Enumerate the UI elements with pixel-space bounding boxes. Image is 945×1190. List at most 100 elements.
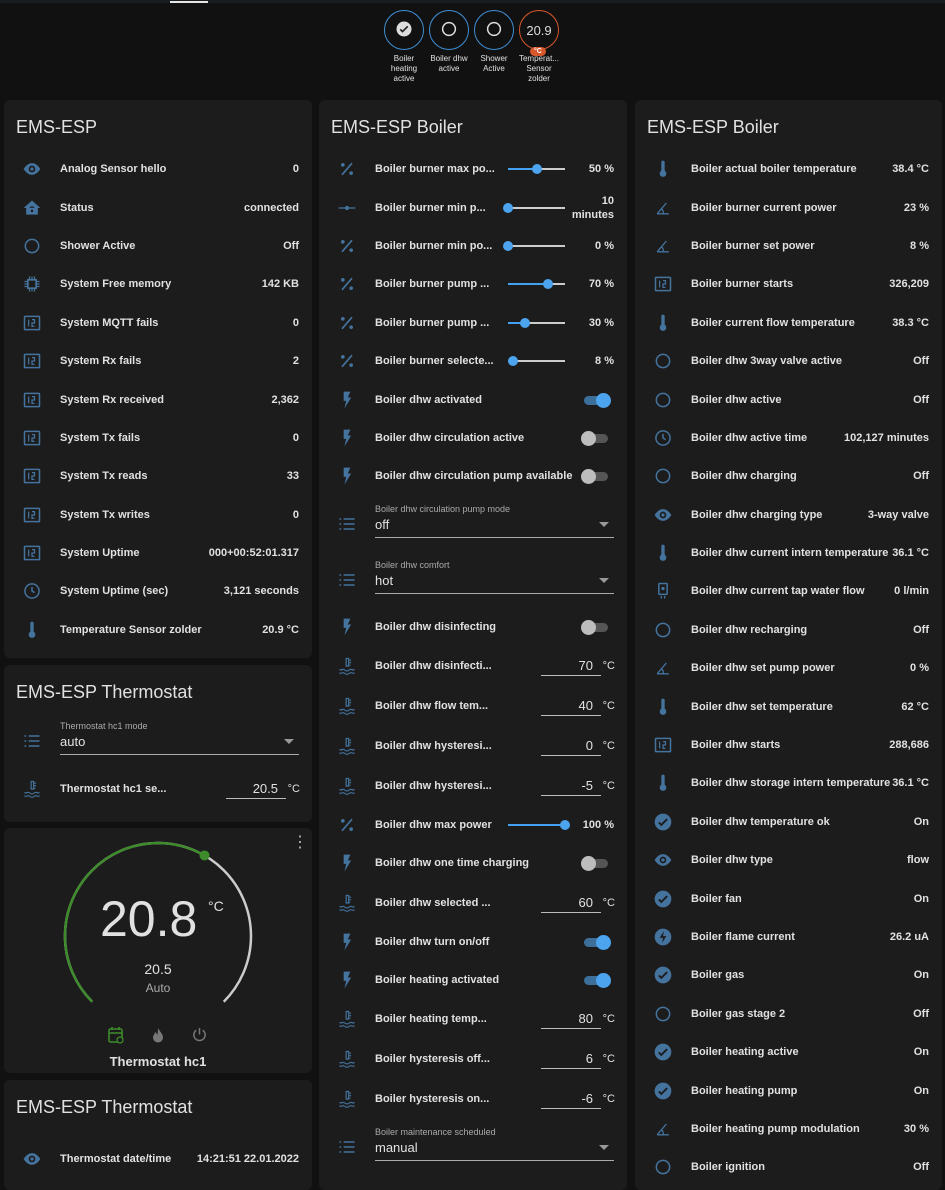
sensor-row[interactable]: Boiler dhw set temperature 62 °C [635,687,942,725]
slider-fill [508,824,565,827]
sensor-row[interactable]: Analog Sensor hello 0 [4,150,312,188]
toggle-switch[interactable] [581,469,610,485]
slider[interactable] [503,240,565,251]
slider-thumb[interactable] [503,202,513,213]
sensor-row[interactable]: System Tx writes 0 [4,496,312,534]
sensor-row[interactable]: Status connected [4,188,312,226]
toggle-switch[interactable] [582,934,611,950]
number-input[interactable]: 0 [541,736,601,756]
sensor-row[interactable]: System Tx reads 33 [4,457,312,495]
active-tab-indicator[interactable] [170,1,208,3]
sensor-row[interactable]: Boiler heating pump On [635,1071,942,1109]
sensor-row[interactable]: System Uptime 000+00:52:01.317 [4,534,312,572]
sensor-row[interactable]: Boiler dhw set pump power 0 % [635,649,942,687]
slider-thumb[interactable] [507,356,518,367]
sensor-row[interactable]: Boiler dhw storage intern temperature 36.… [635,764,942,802]
sensor-row[interactable]: Boiler gas On [635,956,942,994]
slider[interactable] [508,164,565,175]
mode-heat-button[interactable] [151,1027,165,1048]
badge-temperature-sensor-zolder[interactable]: 20.9 °C Temperat... Sensor zolder [519,10,559,84]
sensor-row[interactable]: System Rx fails 2 [4,342,312,380]
mode-off-button[interactable] [192,1027,207,1047]
slider-thumb[interactable] [520,317,531,328]
toggle-switch[interactable] [581,430,610,446]
badge-boiler-dhw-active[interactable]: Boiler dhw active [429,10,469,84]
dropdown-arrow-icon[interactable] [599,1145,609,1151]
sensor-row[interactable]: Boiler dhw 3way valve active Off [635,342,942,380]
toggle-switch[interactable] [581,856,610,872]
sensor-row[interactable]: Boiler burner set power 8 % [635,227,942,265]
slider[interactable] [507,356,565,367]
slider-thumb[interactable] [542,279,553,290]
sensor-row[interactable]: Boiler dhw recharging Off [635,611,942,649]
toggle-switch[interactable] [581,619,610,635]
sensor-row[interactable]: Boiler dhw charging type 3-way valve [635,496,942,534]
number-input[interactable]: -6 [541,1089,601,1110]
unit-label: °C [602,739,615,752]
slider[interactable] [508,820,570,831]
slider[interactable] [503,202,565,213]
toggle-switch[interactable] [582,973,611,989]
sensor-row[interactable]: Thermostat date/time 14:21:51 22.01.2022 [4,1140,312,1178]
sensor-row[interactable]: Boiler dhw active Off [635,380,942,418]
select-dropdown[interactable]: Thermostat hc1 mode auto [60,721,299,755]
number-input[interactable]: 60 [541,893,601,913]
sensor-row[interactable]: Boiler dhw charging Off [635,457,942,495]
sensor-row[interactable]: Boiler flame current 26.2 uA [635,918,942,956]
slider-thumb[interactable] [503,240,513,251]
row-label: Boiler dhw storage intern temperature [691,777,891,790]
sensor-row[interactable]: Boiler burner current power 23 % [635,188,942,226]
sensor-row[interactable]: Temperature Sensor zolder 20.9 °C [4,611,312,649]
slider-thumb[interactable] [560,820,570,831]
sensor-row[interactable]: Shower Active Off [4,227,312,265]
sensor-row[interactable]: Boiler current flow temperature 38.3 °C [635,304,942,342]
switch-row: Boiler heating activated [319,961,627,999]
badge-label: Shower Active [480,54,508,73]
sensor-row[interactable]: System MQTT fails 0 [4,304,312,342]
sensor-row[interactable]: Boiler burner starts 326,209 [635,265,942,303]
sensor-row[interactable]: System Free memory 142 KB [4,265,312,303]
number-input[interactable]: 40 [541,696,601,716]
sensor-row[interactable]: Boiler actual boiler temperature 38.4 °C [635,150,942,188]
thermostat-dial[interactable] [4,828,312,1073]
slider[interactable] [508,317,565,328]
sensor-row[interactable]: Boiler dhw active time 102,127 minutes [635,419,942,457]
number-input[interactable]: 70 [541,656,601,676]
row-label: Boiler dhw current tap water flow [691,585,865,598]
select-dropdown[interactable]: Boiler dhw comfort hot [375,560,614,594]
counter-icon [22,390,42,410]
mode-auto-button[interactable] [108,1026,124,1049]
toggle-switch[interactable] [582,392,611,408]
badge-shower-active[interactable]: Shower Active [474,10,514,84]
sensor-row[interactable]: System Uptime (sec) 3,121 seconds [4,572,312,610]
sensor-row[interactable]: Boiler dhw starts 288,686 [635,726,942,764]
dropdown-arrow-icon[interactable] [599,577,609,583]
sensor-row[interactable]: Boiler dhw current tap water flow 0 l/min [635,572,942,610]
sensor-row[interactable]: Boiler ignition Off [635,1148,942,1186]
slider-thumb[interactable] [531,164,542,175]
sensor-row[interactable]: Boiler dhw current intern temperature 36.… [635,534,942,572]
sensor-row[interactable]: Boiler gas stage 2 Off [635,995,942,1033]
slider[interactable] [508,279,565,290]
select-dropdown[interactable]: Boiler maintenance scheduled manual [375,1127,614,1162]
dropdown-arrow-icon[interactable] [284,739,294,744]
dropdown-arrow-icon[interactable] [599,521,609,527]
number-input[interactable]: 20.5 [226,779,286,799]
sensor-row[interactable]: System Rx received 2,362 [4,380,312,418]
badge-boiler-heating-active[interactable]: Boiler heating active [384,10,424,84]
check-circle-icon [653,889,673,909]
row-value: 38.3 °C [892,316,929,329]
sensor-row[interactable]: Boiler dhw type flow [635,841,942,879]
number-input[interactable]: -5 [541,776,601,796]
sensor-row[interactable]: Boiler heating pump modulation 30 % [635,1110,942,1148]
select-dropdown[interactable]: Boiler dhw circulation pump mode off [375,504,614,538]
badge-label: Temperat... Sensor zolder [518,54,559,83]
sensor-row[interactable]: Boiler fan On [635,879,942,917]
list-icon [337,514,357,534]
number-input[interactable]: 80 [541,1009,601,1030]
number-input[interactable]: 6 [541,1049,601,1070]
sensor-row[interactable]: System Tx fails 0 [4,419,312,457]
row-value: 3-way valve [867,508,929,521]
sensor-row[interactable]: Boiler dhw temperature ok On [635,803,942,841]
sensor-row[interactable]: Boiler heating active On [635,1033,942,1071]
